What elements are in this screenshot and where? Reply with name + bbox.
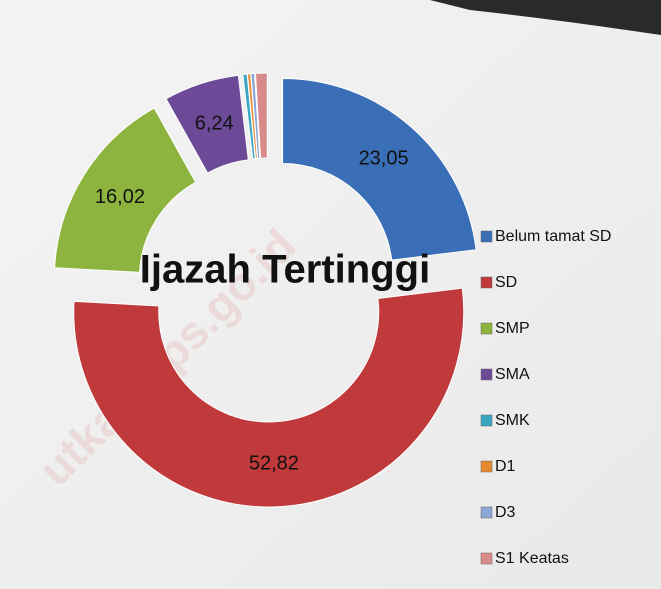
legend-swatch <box>480 368 493 381</box>
legend-label: SD <box>495 274 517 291</box>
legend-swatch <box>480 276 493 289</box>
legend-swatch <box>480 414 493 427</box>
data-label: 52,82 <box>249 453 299 475</box>
donut-slice <box>250 72 261 159</box>
donut-slice <box>54 107 197 273</box>
legend-swatch <box>480 322 493 335</box>
legend-swatch <box>480 460 493 473</box>
legend-label: D3 <box>495 504 516 521</box>
data-label: 6,24 <box>195 112 234 134</box>
legend-swatch <box>480 506 493 519</box>
legend-swatch <box>480 230 493 243</box>
data-label: 23,05 <box>359 148 409 170</box>
donut-slice <box>165 74 249 174</box>
donut-slice <box>282 78 477 261</box>
legend-swatch <box>480 552 493 565</box>
corner-decoration <box>430 0 661 35</box>
legend-label: D1 <box>495 458 516 475</box>
legend-label: S1 Keatas <box>495 550 569 567</box>
donut-slice <box>73 287 465 508</box>
data-label: 16,02 <box>95 186 145 208</box>
legend-label: SMA <box>495 366 530 383</box>
legend-label: Belum tamat SD <box>495 228 611 245</box>
legend-label: SMK <box>495 412 530 429</box>
legend-label: SMP <box>495 320 530 337</box>
donut-slice <box>254 72 268 159</box>
chart-title: Ijazah Tertinggi <box>140 248 430 292</box>
